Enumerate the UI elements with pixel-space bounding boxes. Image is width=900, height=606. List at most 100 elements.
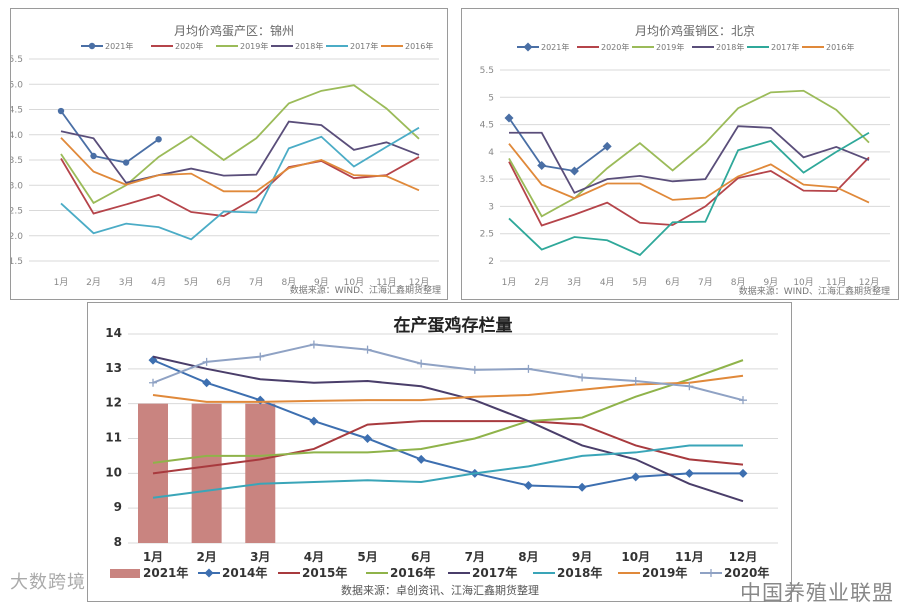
legend-label: 2016年 — [826, 42, 854, 52]
data-point-2021 — [155, 136, 162, 143]
y-tick-label: 3 — [488, 202, 494, 212]
y-tick-label: 2.5 — [480, 230, 494, 240]
legend-marker — [707, 569, 715, 577]
x-tick-label: 7月 — [249, 277, 264, 288]
bar-2021 — [191, 403, 222, 543]
legend-swatch-2021 — [110, 569, 140, 578]
series-line-2016 — [60, 137, 420, 193]
series-line-2019 — [152, 374, 744, 403]
x-tick-label: 2月 — [534, 277, 549, 288]
x-tick-label: 4月 — [304, 550, 324, 564]
y-tick-label: 14 — [105, 326, 122, 340]
data-point-2021 — [602, 141, 612, 151]
x-tick-label: 1月 — [143, 550, 163, 564]
data-point-2014 — [363, 434, 373, 443]
series-line-2020 — [60, 156, 420, 217]
x-tick-label: 4月 — [151, 277, 166, 288]
legend-label: 2016年 — [405, 41, 433, 51]
y-tick-label: 1.5 — [11, 257, 23, 267]
legend-marker — [204, 568, 214, 578]
legend-label: 2019年 — [240, 41, 268, 51]
data-point-2021 — [504, 113, 514, 123]
x-tick-label: 1月 — [502, 277, 517, 288]
legend-label: 2020年 — [601, 42, 629, 52]
data-point-2020 — [363, 345, 372, 354]
legend-label: 2016年 — [390, 565, 435, 580]
watermark-bottom-right: 中国养殖业联盟 — [740, 581, 894, 605]
series-line-2018 — [152, 444, 743, 499]
series-line-2017 — [508, 131, 870, 257]
x-tick-label: 5月 — [357, 550, 377, 564]
bar-2021 — [245, 403, 276, 543]
data-point-2020 — [202, 357, 211, 366]
x-tick-label: 9月 — [763, 277, 778, 288]
x-tick-label: 6月 — [665, 277, 680, 288]
legend-label: 2021年 — [105, 41, 133, 51]
legend-label: 2021年 — [143, 565, 188, 580]
x-tick-label: 2月 — [86, 277, 101, 288]
x-tick-label: 5月 — [184, 277, 199, 288]
chart-inventory-svg: 在产蛋鸡存栏量 8 9 10 11 12 13 14 1月 2月 3月 4月 5月 6月 7月 8月 9月 10月… — [105, 315, 778, 597]
data-point-2020 — [309, 340, 318, 349]
x-tick-label: 7月 — [698, 277, 713, 288]
data-point-2014 — [631, 472, 641, 482]
x-tick-label: 5月 — [633, 277, 648, 288]
series-line-2018 — [60, 120, 420, 184]
legend-label: 2019年 — [642, 565, 687, 580]
y-tick-label: 4 — [488, 148, 494, 158]
series-line-2018 — [509, 125, 870, 194]
y-tick-label: 10 — [105, 465, 122, 479]
series-line-2016 — [152, 359, 744, 464]
y-tick-label: 4.5 — [480, 121, 494, 131]
legend-label: 2017年 — [350, 41, 378, 51]
data-source-note: 数据来源：卓创资讯、江海汇鑫期货整理 — [341, 583, 539, 597]
y-tick-label: 4.5 — [11, 106, 23, 116]
legend-label: 2014年 — [222, 565, 267, 580]
x-tick-label: 6月 — [216, 277, 231, 288]
x-tick-label: 1月 — [54, 277, 69, 288]
chart-title: 月均价鸡蛋销区：北京 — [635, 23, 755, 38]
data-source-note: 数据来源：WIND、江海汇鑫期货整理 — [290, 284, 441, 296]
data-point-2021 — [569, 166, 579, 176]
data-point-2014 — [309, 416, 319, 426]
x-tick-label: 3月 — [567, 277, 582, 288]
x-tick-label: 7月 — [465, 550, 485, 564]
y-tick-label: 13 — [105, 361, 122, 375]
chart-jinzhou-price: 月均价鸡蛋产区：锦州 1.5 2.0 2.5 3.0 3.5 4.0 4.5 5.0 5.5 1月 2… — [10, 8, 448, 300]
data-point-2020 — [149, 378, 157, 387]
series-line-2015 — [152, 420, 744, 475]
x-tick-label: 9月 — [572, 550, 592, 564]
y-tick-label: 5.5 — [11, 55, 23, 65]
legend-marker — [88, 42, 96, 50]
series-line-2014 — [152, 359, 743, 489]
x-tick-label: 8月 — [281, 277, 296, 288]
x-tick-label: 12月 — [409, 277, 429, 288]
series-line-2019 — [508, 89, 870, 218]
y-tick-label: 11 — [105, 431, 122, 445]
legend-marker — [523, 42, 533, 52]
x-tick-label: 11月 — [376, 277, 396, 288]
y-tick-label: 8 — [114, 535, 122, 549]
x-tick-label: 11月 — [826, 277, 846, 288]
data-point-2020 — [739, 396, 747, 405]
y-tick-label: 5.5 — [480, 66, 494, 76]
chart-layer-inventory: 在产蛋鸡存栏量 8 9 10 11 12 13 14 1月 2月 3月 4月 5月 6月 7月 8月 9月 10月… — [87, 302, 792, 602]
chart-jinzhou-svg: 月均价鸡蛋产区：锦州 1.5 2.0 2.5 3.0 3.5 4.0 4.5 5.0 5.5 1月 2… — [11, 23, 441, 296]
x-tick-label: 12月 — [859, 277, 879, 288]
x-tick-label: 8月 — [518, 550, 538, 564]
y-tick-label: 3.5 — [480, 175, 494, 185]
y-tick-label: 5.0 — [11, 80, 23, 90]
x-tick-label: 3月 — [119, 277, 134, 288]
data-point-2020 — [631, 377, 640, 386]
x-tick-label: 10月 — [344, 277, 364, 288]
x-tick-label: 12月 — [729, 550, 758, 564]
x-tick-label: 11月 — [675, 550, 704, 564]
chart-beijing-svg: 月均价鸡蛋销区：北京 2 2.5 3 3.5 4 4.5 5 5.5 1月 2月 3月 4月 5月 6月 7月… — [480, 23, 890, 297]
y-tick-label: 2.5 — [11, 207, 23, 217]
y-tick-label: 3.0 — [11, 181, 23, 191]
legend-label: 2018年 — [716, 42, 744, 52]
y-tick-label: 5 — [488, 93, 494, 103]
data-point-2020 — [470, 365, 479, 374]
y-tick-label: 4.0 — [11, 131, 23, 141]
x-tick-label: 4月 — [600, 277, 615, 288]
